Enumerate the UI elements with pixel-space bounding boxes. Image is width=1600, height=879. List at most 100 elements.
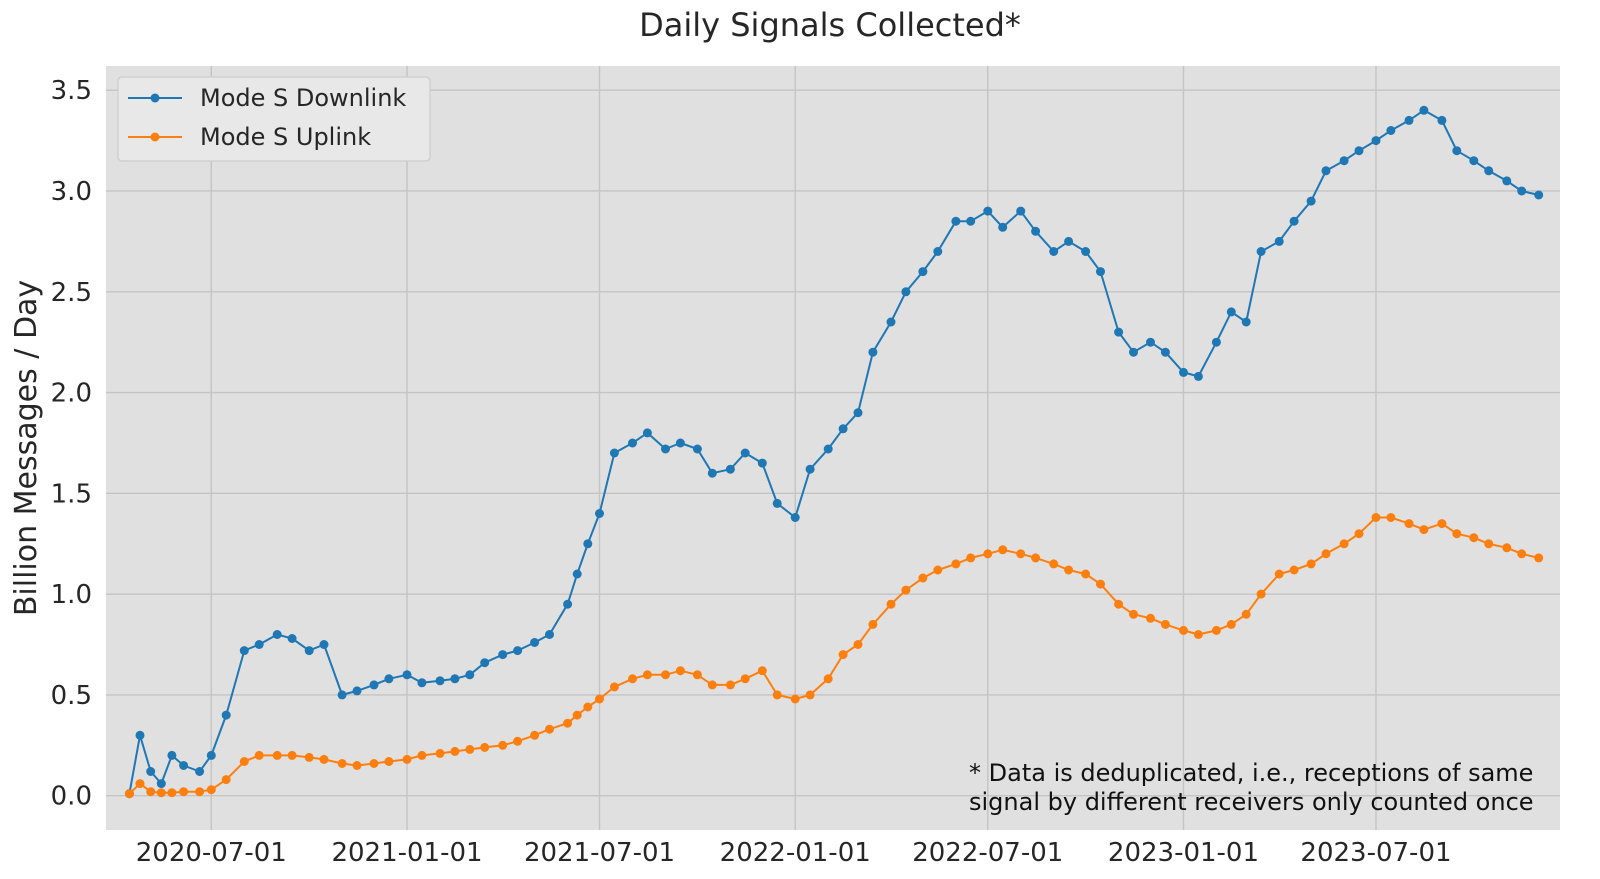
y-tick-label: 3.0 <box>51 177 92 207</box>
annotation-line-2: signal by different receivers only count… <box>969 788 1534 816</box>
data-point <box>583 539 593 549</box>
data-point <box>595 509 604 518</box>
data-point <box>417 678 427 688</box>
data-point <box>966 216 976 226</box>
data-point <box>1049 559 1059 569</box>
data-point <box>609 448 619 458</box>
x-tick-label: 2022-01-01 <box>720 838 871 868</box>
legend-label-uplink: Mode S Uplink <box>200 123 371 151</box>
data-point <box>1211 625 1221 635</box>
data-point <box>1081 247 1091 256</box>
data-point <box>563 718 573 728</box>
data-point <box>1016 549 1026 559</box>
data-point <box>435 748 445 758</box>
data-point <box>918 573 928 583</box>
data-point <box>1114 599 1124 609</box>
data-point <box>1437 115 1447 125</box>
data-point <box>642 428 652 438</box>
data-point <box>998 222 1008 232</box>
data-point <box>195 767 205 776</box>
data-point <box>239 646 249 656</box>
data-point <box>1129 609 1138 619</box>
data-point <box>1031 226 1041 236</box>
data-point <box>465 670 475 680</box>
data-point <box>725 464 735 474</box>
data-point <box>692 444 702 454</box>
data-point <box>823 674 833 684</box>
data-point <box>901 585 911 595</box>
data-point <box>1371 513 1381 522</box>
data-point <box>1226 619 1236 629</box>
data-point <box>272 630 282 639</box>
x-tick-label: 2023-07-01 <box>1300 838 1451 868</box>
data-point <box>135 730 145 740</box>
data-point <box>384 757 394 766</box>
data-point <box>1452 146 1462 156</box>
data-point <box>1193 371 1203 381</box>
data-point <box>304 646 314 656</box>
data-point <box>1160 619 1170 629</box>
y-tick-label: 3.5 <box>51 76 92 106</box>
y-axis-label: Billion Messages / Day <box>9 280 44 616</box>
data-point <box>179 761 189 770</box>
data-point <box>124 789 134 799</box>
data-point <box>725 680 735 690</box>
y-tick-label: 1.5 <box>51 479 92 509</box>
data-point <box>572 569 582 579</box>
data-point <box>609 682 619 692</box>
data-point <box>254 750 264 760</box>
data-point <box>167 788 177 798</box>
legend-label-downlink: Mode S Downlink <box>200 84 406 112</box>
data-point <box>1129 347 1138 357</box>
y-tick-label: 2.5 <box>51 278 92 308</box>
data-point <box>1534 553 1544 563</box>
data-point <box>595 694 604 704</box>
data-point <box>369 759 379 768</box>
data-point <box>853 408 863 418</box>
data-point <box>757 458 767 468</box>
data-point <box>572 710 582 720</box>
data-point <box>901 287 911 297</box>
data-point <box>966 553 976 563</box>
data-point <box>790 694 800 704</box>
data-point <box>628 674 637 684</box>
data-point <box>918 267 928 277</box>
data-point <box>206 785 216 795</box>
data-point <box>337 759 347 768</box>
data-point <box>933 247 943 256</box>
data-point <box>642 670 652 680</box>
data-point <box>1016 206 1026 216</box>
legend-marker-downlink <box>150 93 160 103</box>
data-point <box>206 750 216 760</box>
x-tick-label: 2023-01-01 <box>1108 838 1259 868</box>
data-point <box>304 752 314 762</box>
data-point <box>480 658 490 668</box>
data-point <box>1484 539 1494 549</box>
data-point <box>1502 543 1512 553</box>
data-point <box>498 650 508 660</box>
data-point <box>156 779 166 789</box>
data-point <box>239 757 249 766</box>
data-point <box>498 740 508 750</box>
series-1 <box>124 513 1544 799</box>
data-point <box>435 676 445 686</box>
data-point <box>254 640 264 649</box>
data-point <box>675 438 685 448</box>
data-point <box>135 779 145 789</box>
data-point <box>1404 115 1414 125</box>
data-point <box>951 216 961 226</box>
data-point <box>1146 337 1155 347</box>
x-tick-label: 2022-07-01 <box>912 838 1063 868</box>
data-point <box>1321 549 1331 559</box>
data-point <box>983 549 993 559</box>
data-point <box>868 347 878 357</box>
data-point <box>1096 579 1105 589</box>
data-point <box>757 666 767 676</box>
data-point <box>1064 236 1074 246</box>
data-point <box>838 650 848 660</box>
data-point <box>1179 625 1188 635</box>
data-point <box>1419 525 1429 535</box>
data-point <box>545 630 554 639</box>
data-point <box>1211 337 1221 347</box>
data-point <box>661 670 670 680</box>
